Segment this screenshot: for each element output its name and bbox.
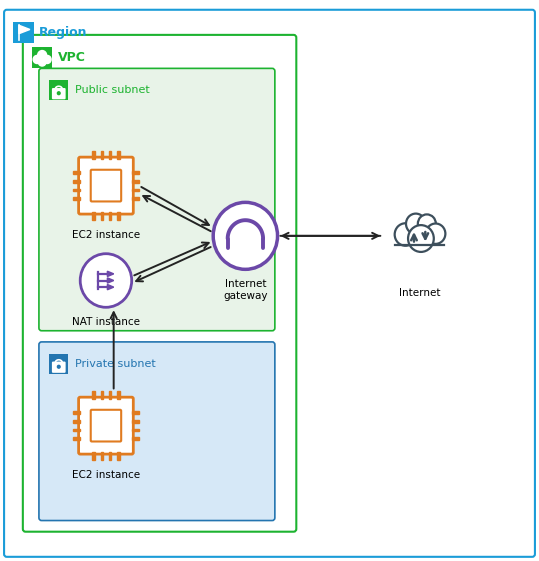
Bar — [132, 411, 139, 414]
Bar — [73, 420, 80, 422]
Bar — [109, 392, 112, 399]
Polygon shape — [19, 25, 30, 34]
Polygon shape — [107, 284, 114, 290]
Bar — [117, 151, 120, 159]
Bar — [101, 452, 103, 460]
Bar — [109, 151, 112, 159]
Bar — [132, 188, 139, 191]
Bar — [132, 420, 139, 422]
Text: NAT instance: NAT instance — [72, 318, 140, 327]
FancyBboxPatch shape — [13, 22, 33, 43]
Circle shape — [213, 203, 278, 269]
Bar — [132, 197, 139, 200]
Bar — [73, 197, 80, 200]
FancyBboxPatch shape — [91, 410, 121, 442]
Circle shape — [38, 50, 47, 60]
Bar — [109, 452, 112, 460]
Bar — [132, 180, 139, 183]
FancyBboxPatch shape — [79, 157, 133, 214]
Polygon shape — [107, 271, 114, 277]
Text: Internet
gateway: Internet gateway — [223, 279, 268, 301]
Bar — [73, 188, 80, 191]
Circle shape — [395, 223, 416, 246]
Bar — [132, 429, 139, 431]
Bar — [73, 429, 80, 431]
Text: Region: Region — [39, 26, 87, 39]
Bar — [117, 213, 120, 220]
Circle shape — [38, 58, 46, 66]
Circle shape — [33, 56, 41, 63]
Bar — [117, 392, 120, 399]
Bar — [101, 151, 103, 159]
FancyBboxPatch shape — [91, 170, 121, 201]
Circle shape — [418, 214, 436, 233]
Bar — [73, 411, 80, 414]
Circle shape — [418, 214, 436, 233]
Text: Public subnet: Public subnet — [75, 85, 150, 95]
Circle shape — [426, 223, 445, 244]
Circle shape — [406, 214, 426, 234]
Circle shape — [408, 225, 434, 252]
Bar — [73, 437, 80, 440]
Circle shape — [406, 214, 426, 234]
Bar — [92, 392, 95, 399]
Text: EC2 instance: EC2 instance — [72, 230, 140, 240]
Text: Internet: Internet — [399, 288, 440, 298]
FancyBboxPatch shape — [79, 397, 133, 454]
Text: Private subnet: Private subnet — [75, 358, 156, 369]
FancyBboxPatch shape — [52, 88, 66, 99]
FancyBboxPatch shape — [49, 80, 68, 100]
FancyBboxPatch shape — [39, 342, 275, 521]
Circle shape — [43, 56, 51, 63]
Bar — [109, 213, 112, 220]
Circle shape — [426, 223, 445, 244]
Circle shape — [58, 92, 60, 95]
Bar — [92, 151, 95, 159]
Circle shape — [58, 365, 60, 368]
Bar — [101, 213, 103, 220]
Bar — [117, 452, 120, 460]
Circle shape — [80, 254, 132, 307]
FancyBboxPatch shape — [52, 361, 66, 373]
Circle shape — [408, 225, 434, 252]
Bar — [132, 172, 139, 174]
Text: EC2 instance: EC2 instance — [72, 470, 140, 480]
Bar — [73, 180, 80, 183]
Bar — [132, 437, 139, 440]
Polygon shape — [107, 278, 114, 283]
FancyBboxPatch shape — [39, 68, 275, 331]
Bar — [101, 392, 103, 399]
Circle shape — [395, 223, 416, 246]
Bar — [92, 452, 95, 460]
FancyBboxPatch shape — [32, 47, 52, 68]
Text: VPC: VPC — [58, 51, 86, 65]
Bar — [92, 213, 95, 220]
Bar — [73, 172, 80, 174]
FancyBboxPatch shape — [49, 353, 68, 374]
